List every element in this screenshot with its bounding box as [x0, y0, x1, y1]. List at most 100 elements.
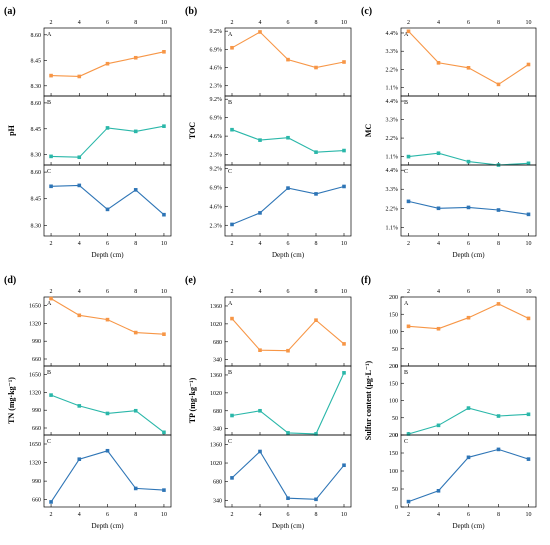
series-line — [50, 450, 164, 503]
panel-B: B 660 990 1320 1650 — [29, 365, 172, 436]
data-point — [77, 457, 82, 461]
y-tick-label: 50 — [392, 487, 398, 493]
data-point — [230, 127, 234, 132]
y-tick-label: 9.2% — [210, 166, 223, 172]
panel-frame — [400, 27, 537, 97]
data-point — [258, 211, 262, 215]
data-point — [49, 500, 53, 504]
panel-frame — [224, 27, 352, 97]
data-point — [258, 138, 262, 142]
y-tick-label: 8.45 — [31, 58, 42, 64]
y-axis-label: TN (mg·kg⁻¹) — [7, 377, 16, 424]
data-point — [406, 499, 411, 504]
data-point — [258, 348, 262, 352]
x-tick-label: 2 — [231, 241, 234, 247]
chart-b: (b) A 2.3% 4.6% 6.9% 9.2% B 2.3% 4.6% 6.9% 9.2% C 2.… — [185, 6, 352, 259]
y-tick-label: 6.9% — [210, 47, 223, 53]
series-line — [50, 298, 164, 335]
panel-letter: C — [404, 169, 408, 175]
subfigure-label: (a) — [4, 6, 16, 17]
data-point — [162, 430, 166, 435]
y-axis-label: MC — [364, 124, 373, 138]
data-point — [406, 432, 411, 436]
data-point — [526, 316, 531, 321]
data-point — [342, 342, 346, 346]
y-tick-label: 6.9% — [210, 116, 223, 122]
data-point — [314, 192, 318, 196]
y-tick-label: 100 — [389, 330, 398, 336]
data-point — [77, 313, 82, 318]
panel-C: C 2.3% 4.6% 6.9% 9.2% — [210, 164, 352, 237]
data-point — [526, 62, 531, 67]
x-tick-label: 2 — [50, 512, 53, 518]
chart-e: (e) A 340 680 1020 1360 B 340 680 1020 1360 C 340 680… — [185, 275, 352, 530]
top-x-tick-label: 8 — [134, 289, 137, 295]
y-axis-label: TOC — [188, 122, 197, 139]
x-tick-label: 4 — [259, 241, 262, 247]
y-tick-label: 3.3% — [386, 49, 399, 55]
data-point — [162, 124, 166, 128]
data-point — [105, 61, 110, 66]
x-tick-label: 6 — [106, 512, 109, 518]
x-tick-label: 8 — [497, 512, 500, 518]
panel-frame — [43, 365, 172, 436]
y-tick-label: 8.30 — [31, 223, 42, 229]
y-tick-label: 9.2% — [210, 29, 223, 35]
x-tick-label: 4 — [437, 512, 440, 518]
y-tick-label: 990 — [32, 479, 41, 485]
top-x-tick-label: 4 — [78, 289, 81, 295]
panel-letter: C — [404, 439, 408, 445]
y-tick-label: 4.4% — [386, 99, 399, 105]
data-point — [526, 412, 531, 417]
x-tick-label: 6 — [467, 512, 470, 518]
y-tick-label: 200 — [389, 295, 398, 301]
chart-c: (c) A 1.1% 2.2% 3.3% 4.4% B 1.1% 2.2% 3.3% 4.4% C 1.… — [361, 6, 537, 259]
data-point — [496, 82, 501, 87]
data-point — [342, 371, 346, 375]
x-axis-label: Depth (cm) — [452, 522, 485, 530]
x-axis-label: Depth (cm) — [91, 251, 124, 259]
panel-frame — [400, 296, 537, 367]
y-tick-label: 1360 — [210, 442, 222, 448]
data-point — [286, 348, 290, 353]
x-tick-label: 4 — [78, 241, 81, 247]
data-point — [77, 404, 82, 408]
subfigure-label: (c) — [361, 6, 372, 17]
data-point — [105, 126, 110, 130]
data-point — [77, 74, 82, 79]
top-x-tick-label: 6 — [106, 20, 109, 26]
panel-letter: C — [47, 169, 51, 175]
data-point — [286, 496, 290, 501]
top-x-tick-label: 2 — [50, 20, 53, 26]
panel-letter: C — [47, 439, 51, 445]
top-x-tick-label: 6 — [106, 289, 109, 295]
panel-letter: B — [47, 100, 51, 106]
data-point — [49, 73, 53, 78]
y-tick-label: 150 — [389, 381, 398, 387]
top-x-tick-label: 10 — [161, 20, 167, 26]
top-x-tick-label: 10 — [526, 289, 532, 295]
top-x-tick-label: 8 — [497, 20, 500, 26]
panel-A: A 2.3% 4.6% 6.9% 9.2% — [210, 27, 352, 97]
panel-frame — [400, 434, 537, 508]
top-x-tick-label: 10 — [161, 289, 167, 295]
y-tick-label: 100 — [389, 399, 398, 405]
series-line — [408, 30, 529, 86]
y-tick-label: 100 — [389, 469, 398, 475]
data-point — [133, 330, 138, 335]
x-tick-label: 6 — [287, 512, 290, 518]
series-line — [231, 185, 345, 225]
panel-letter: A — [404, 301, 409, 307]
data-point — [406, 29, 411, 34]
y-tick-label: 1360 — [210, 304, 222, 310]
data-point — [526, 161, 531, 166]
x-tick-label: 4 — [437, 241, 440, 247]
series-line — [408, 407, 529, 435]
y-tick-label: 990 — [32, 408, 41, 414]
y-tick-label: 3.3% — [386, 187, 399, 193]
data-point — [406, 154, 411, 159]
data-point — [466, 406, 471, 410]
data-point — [286, 186, 290, 190]
top-x-tick-label: 4 — [78, 20, 81, 26]
subfigure-label: (d) — [4, 275, 16, 286]
